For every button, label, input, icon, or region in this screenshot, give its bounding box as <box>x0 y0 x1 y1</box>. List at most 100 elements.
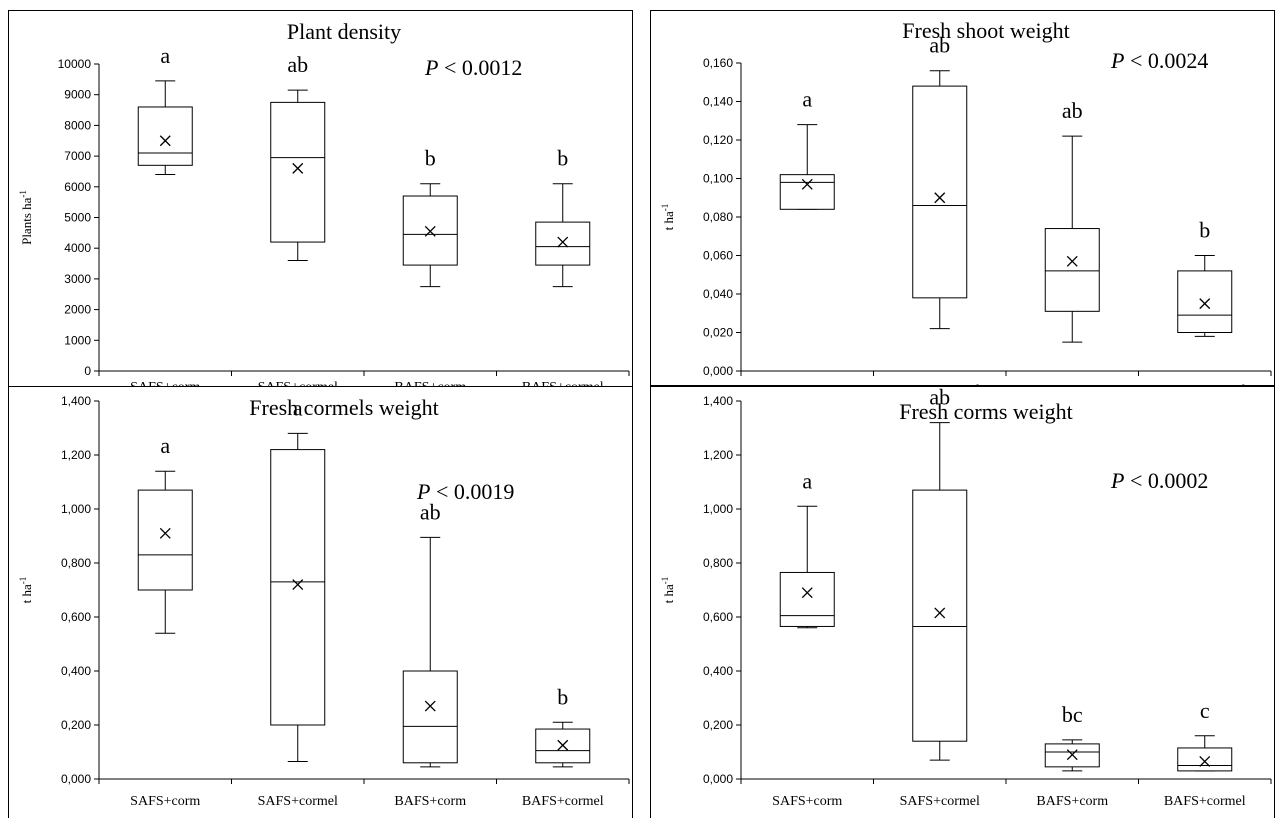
chart-panel-fresh-corms-weight: Fresh corms weight t ha-1 0,000 0,200 0,400 0… <box>650 386 1275 818</box>
box-bafs-corm: ab <box>402 499 458 768</box>
mean-marker <box>934 607 946 619</box>
mean-marker <box>424 225 436 237</box>
y-tick-label: 0,100 <box>703 172 733 186</box>
box-safs-cormel: ab <box>912 33 968 330</box>
y-tick-label: 10000 <box>58 57 92 71</box>
y-tick-label: 0,060 <box>703 249 733 263</box>
y-tick-label: 9000 <box>64 88 91 102</box>
box-bafs-cormel: c <box>1177 698 1233 772</box>
y-tick-label: 6000 <box>64 180 91 194</box>
y-axis-label: t ha-1 <box>660 204 676 231</box>
iqr-box <box>1044 228 1100 312</box>
iqr-box <box>912 489 968 742</box>
category-label: SAFS+cormel <box>258 380 338 389</box>
box-safs-corm: a <box>779 87 835 210</box>
mean-marker <box>801 587 813 599</box>
box-safs-cormel: ab <box>270 52 326 261</box>
box-bafs-corm: bc <box>1044 702 1100 772</box>
box-bafs-cormel: b <box>1177 218 1233 337</box>
box-safs-cormel: a <box>270 395 326 762</box>
y-tick-label: 4000 <box>64 241 91 255</box>
box-safs-cormel: ab <box>912 387 968 761</box>
category-label: SAFS+cormel <box>258 794 338 809</box>
box-bafs-corm: b <box>402 146 458 288</box>
y-axis-label-text: t ha <box>19 584 34 603</box>
box-bafs-corm: ab <box>1044 98 1100 343</box>
category-label: BAFS+corm <box>1036 383 1108 387</box>
y-tick-label: 1,200 <box>61 448 91 462</box>
chart-panel-fresh-cormels-weight: Fresh cormels weight t ha-1 0,000 0,200 0,40… <box>8 386 633 818</box>
y-tick-label: 0,400 <box>61 664 91 678</box>
y-tick-label: 0,080 <box>703 210 733 224</box>
chart-title: Fresh corms weight <box>899 399 1073 424</box>
mean-marker <box>557 236 569 248</box>
mean-marker <box>1199 298 1211 310</box>
mean-marker <box>159 135 171 147</box>
mean-marker <box>1199 755 1211 767</box>
category-label: BAFS+cormel <box>1164 383 1246 387</box>
y-axis-label-superscript: -1 <box>660 577 670 585</box>
y-tick-label: 0,120 <box>703 133 733 147</box>
significance-letter: ab <box>420 499 441 524</box>
category-label: BAFS+cormel <box>1164 794 1246 809</box>
box-safs-corm: a <box>137 43 193 176</box>
mean-marker <box>292 579 304 591</box>
category-label: BAFS+corm <box>1036 794 1108 809</box>
y-axis-label: t ha-1 <box>18 577 34 604</box>
significance-letter: a <box>160 433 170 458</box>
y-axis-label: t ha-1 <box>660 577 676 604</box>
iqr-box <box>1177 270 1233 333</box>
y-tick-label: 0,140 <box>703 95 733 109</box>
mean-marker <box>1066 255 1078 267</box>
iqr-box <box>1177 747 1233 772</box>
y-axis-label-text: Plants ha <box>19 197 34 245</box>
mean-marker <box>292 162 304 174</box>
y-tick-label: 3000 <box>64 272 91 286</box>
top-caption-fragment <box>0 0 1278 2</box>
pvalue-label: P < 0.0012 <box>425 55 523 80</box>
category-label: SAFS+corm <box>772 794 842 809</box>
box-bafs-cormel: b <box>535 684 591 768</box>
y-tick-label: 8000 <box>64 118 91 132</box>
fresh-shoot-weight-chart: Fresh shoot weight t ha-1 0,000 0,020 0,040 0… <box>660 18 1272 387</box>
iqr-box <box>137 489 193 591</box>
y-tick-label: 0,000 <box>703 772 733 786</box>
significance-letter: ab <box>929 33 950 58</box>
mean-marker <box>557 739 569 751</box>
category-label: BAFS+corm <box>394 794 466 809</box>
chart-title: Plant density <box>287 19 401 44</box>
significance-letter: a <box>802 468 812 493</box>
chart-title: Fresh cormels weight <box>249 395 438 420</box>
significance-letter: b <box>557 684 568 709</box>
significance-letter: ab <box>1062 98 1083 123</box>
pvalue-label: P < 0.0019 <box>417 479 515 504</box>
y-tick-label: 7000 <box>64 149 91 163</box>
mean-marker <box>424 700 436 712</box>
y-tick-label: 0,000 <box>61 772 91 786</box>
y-axis-label-text: t ha <box>661 211 676 230</box>
iqr-box <box>912 85 968 299</box>
significance-letter: a <box>802 87 812 112</box>
significance-letter: b <box>1199 218 1210 243</box>
y-tick-label: 0,200 <box>703 718 733 732</box>
chart-panel-plant-density: Plant density Plants ha-1 0 1000 2000 3000 400… <box>8 10 633 389</box>
chart-panel-fresh-shoot-weight: Fresh shoot weight t ha-1 0,000 0,020 0,040 0… <box>650 10 1275 387</box>
box-safs-corm: a <box>779 468 835 629</box>
significance-letter: b <box>557 146 568 171</box>
y-tick-label: 0,040 <box>703 287 733 301</box>
y-axis-label-superscript: -1 <box>18 190 28 198</box>
significance-letter: c <box>1200 698 1210 723</box>
y-tick-label: 1,000 <box>61 502 91 516</box>
category-label: BAFS+corm <box>394 380 466 389</box>
mean-marker <box>159 527 171 539</box>
box-safs-corm: a <box>137 433 193 634</box>
iqr-box <box>402 670 458 764</box>
y-tick-label: 0,800 <box>61 556 91 570</box>
significance-letter: ab <box>929 387 950 410</box>
iqr-box <box>535 221 591 266</box>
y-tick-label: 0,160 <box>703 56 733 70</box>
fresh-corms-weight-chart: Fresh corms weight t ha-1 0,000 0,200 0,400 0… <box>660 387 1272 809</box>
y-tick-label: 1,400 <box>61 394 91 408</box>
iqr-box <box>270 101 326 243</box>
chart-title: Fresh shoot weight <box>902 18 1069 43</box>
